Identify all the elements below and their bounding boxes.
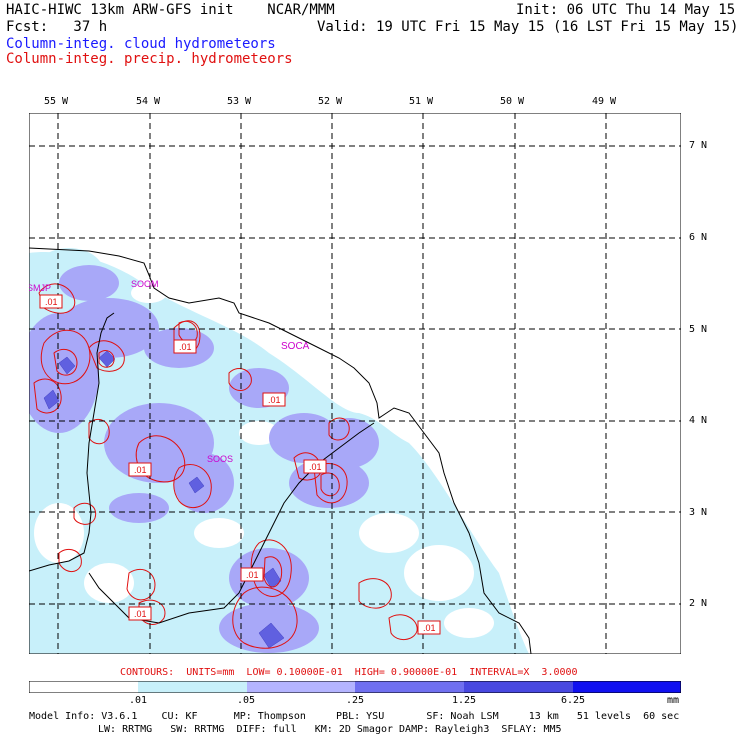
station-label: SOOS — [207, 454, 233, 464]
colorbar-segment — [355, 681, 464, 693]
lon-label: 54 W — [136, 96, 161, 107]
coastline — [29, 247, 532, 654]
colorbar-segment — [464, 681, 573, 693]
lat-label: 2 N — [689, 598, 708, 609]
plot-title: HAIC-HIWC 13km ARW-GFS init NCAR/MMM — [6, 2, 335, 18]
cloud-cores — [43, 350, 285, 649]
contour-label: .01 — [246, 570, 259, 580]
legend-precip: Column-integ. precip. hydrometeors — [6, 51, 293, 67]
contour-label: .01 — [423, 623, 436, 633]
lat-label: 5 N — [689, 324, 708, 335]
colorbar-segment — [573, 681, 681, 693]
contour-label: .01 — [179, 342, 192, 352]
colorbar-unit: mm — [667, 695, 680, 706]
station-label: SMJP — [29, 283, 51, 293]
lon-label: 51 W — [409, 96, 434, 107]
lat-label: 4 N — [689, 415, 708, 426]
lat-label: 6 N — [689, 232, 708, 243]
colorbar-tick: .25 — [346, 695, 365, 706]
init-time: Init: 06 UTC Thu 14 May 15 — [516, 2, 736, 18]
lon-label: 55 W — [44, 96, 69, 107]
model-info-line2: LW: RRTMG SW: RRTMG DIFF: full KM: 2D Sm… — [98, 724, 562, 735]
colorbar-segment — [138, 681, 247, 693]
border — [29, 312, 115, 572]
contour-label: .01 — [134, 465, 147, 475]
colorbar-segment — [247, 681, 355, 693]
colorbar — [29, 681, 681, 693]
lon-label: 50 W — [500, 96, 525, 107]
lon-label: 52 W — [318, 96, 343, 107]
contour-label: .01 — [45, 297, 58, 307]
map-panel: SMJP SOOM SOCA SOOS .01 .01 .01 .01 .01 … — [29, 113, 681, 654]
graticule — [29, 113, 681, 654]
colorbar-tick: 6.25 — [561, 695, 586, 706]
legend-cloud: Column-integ. cloud hydrometeors — [6, 36, 276, 52]
contour-label: .01 — [268, 395, 281, 405]
colorbar-tick: 1.25 — [452, 695, 477, 706]
contour-label: .01 — [309, 462, 322, 472]
forecast-hour: Fcst: 37 h — [6, 19, 108, 35]
lon-label: 49 W — [592, 96, 617, 107]
colorbar-tick: .05 — [237, 695, 256, 706]
contour-label: .01 — [134, 609, 147, 619]
station-label: SOCA — [281, 341, 310, 352]
station-label: SOOM — [131, 279, 159, 289]
lat-label: 3 N — [689, 507, 708, 518]
valid-time: Valid: 19 UTC Fri 15 May 15 (16 LST Fri … — [317, 19, 739, 35]
contours-info: CONTOURS: UNITS=mm LOW= 0.10000E-01 HIGH… — [120, 667, 578, 678]
lon-label: 53 W — [227, 96, 252, 107]
clear-gaps — [34, 283, 494, 638]
model-info-line1: Model Info: V3.6.1 CU: KF MP: Thompson P… — [29, 711, 680, 722]
lat-label: 7 N — [689, 140, 708, 151]
colorbar-tick: .01 — [129, 695, 148, 706]
colorbar-segment — [29, 681, 138, 693]
